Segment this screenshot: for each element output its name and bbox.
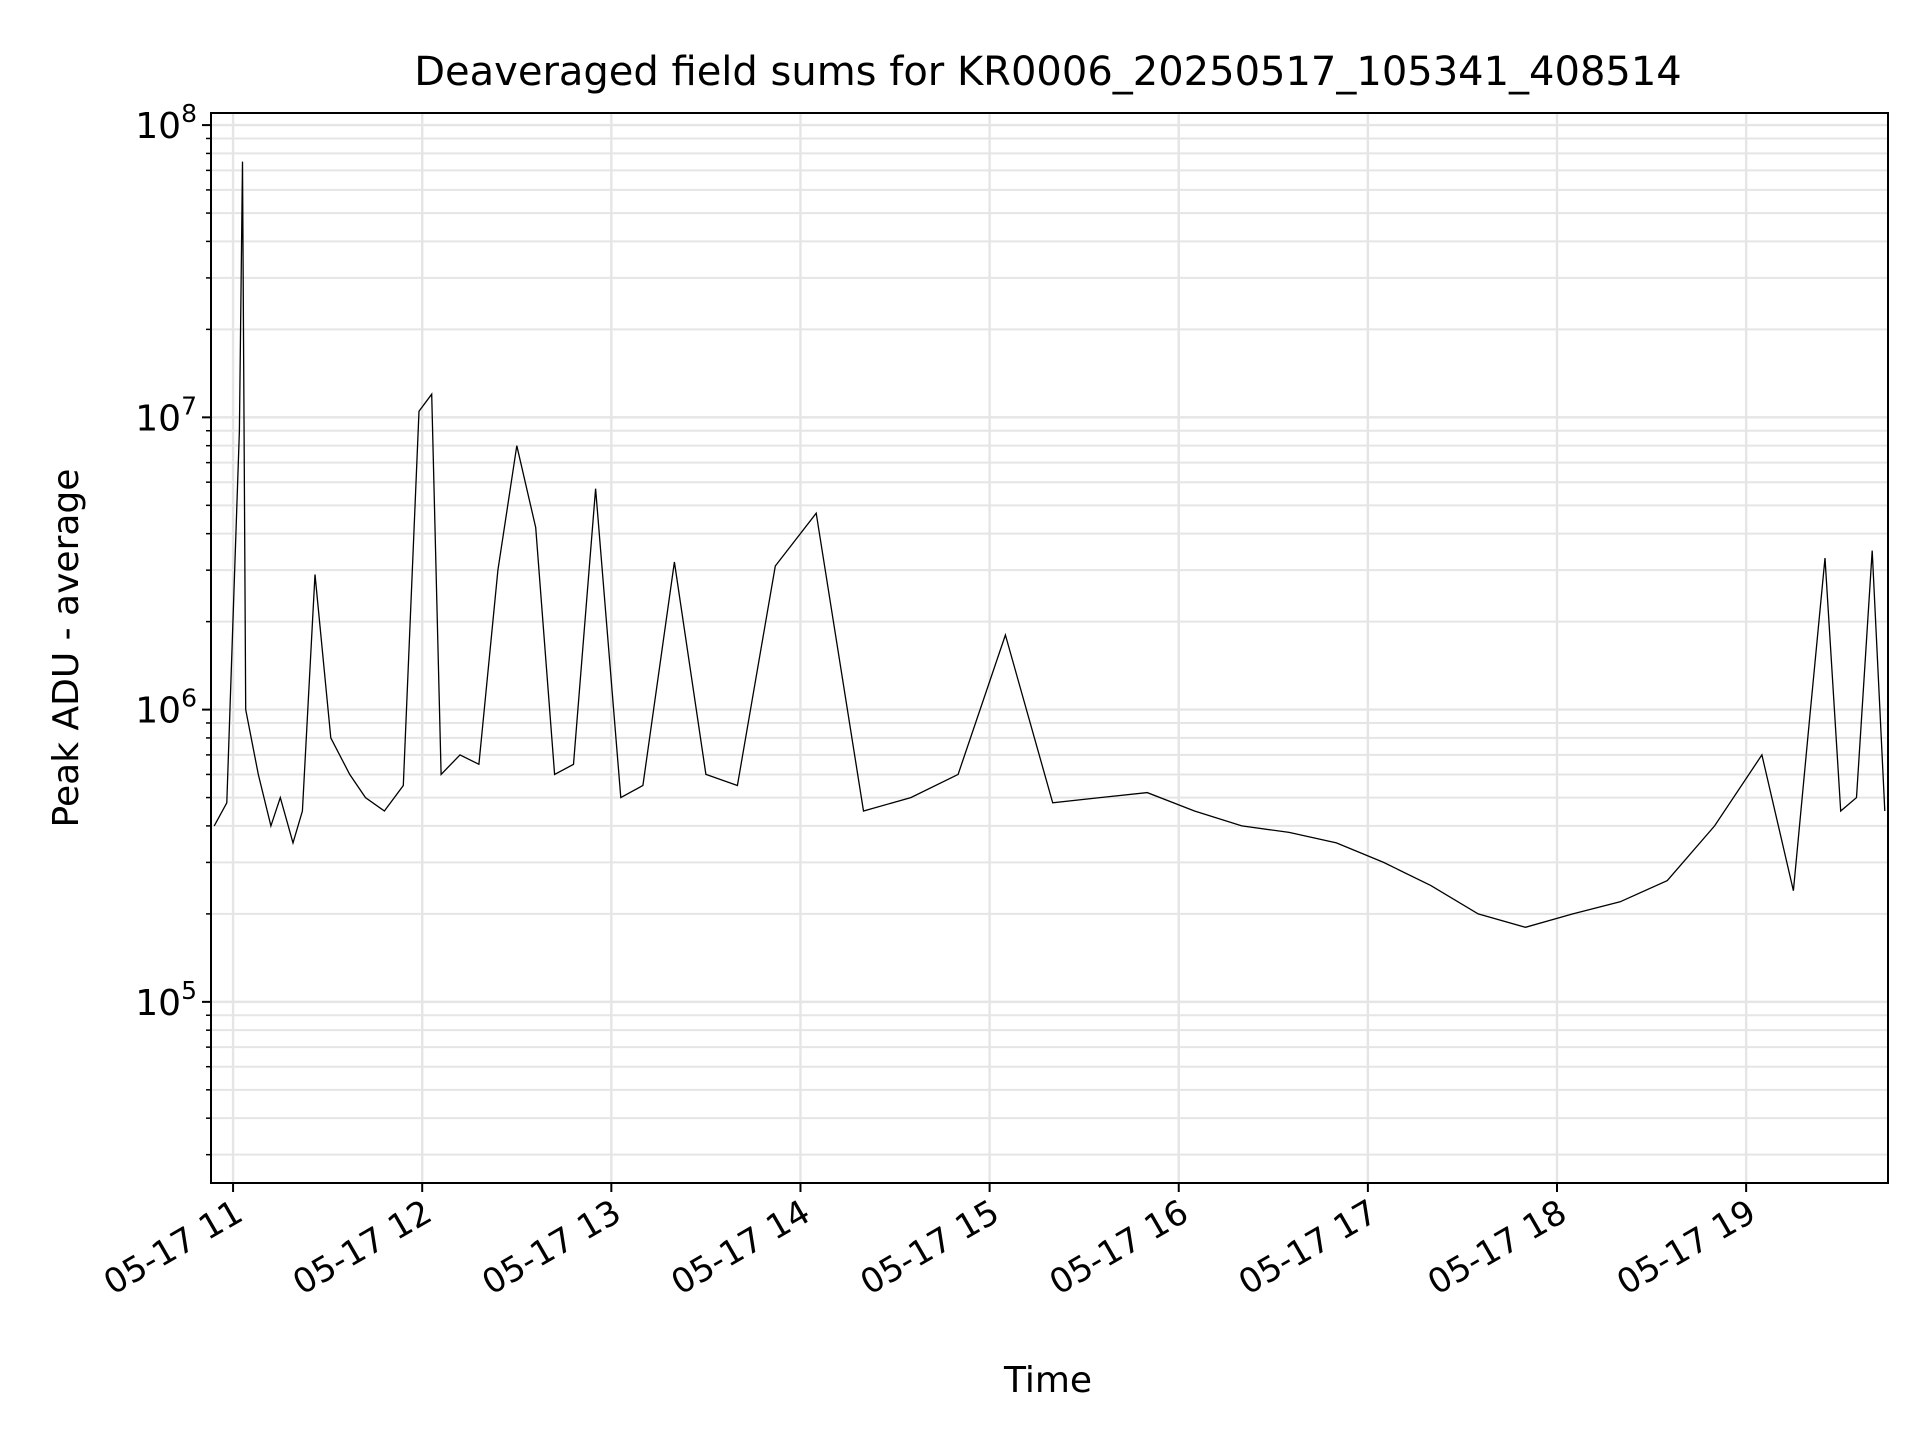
chart-title: Deaveraged field sums for KR0006_2025051… [414, 49, 1682, 95]
y-tick-label: 108 [135, 99, 197, 147]
x-axis-label: Time [1003, 1360, 1092, 1401]
series-line [213, 161, 1886, 928]
grid-layer [211, 113, 1888, 1183]
y-tick-label: 107 [135, 391, 197, 439]
y-tick-label: 106 [135, 684, 197, 732]
plot-frame [210, 112, 1889, 1184]
y-tick-label: 105 [135, 976, 197, 1024]
y-axis-label: Peak ADU - average [46, 469, 87, 828]
